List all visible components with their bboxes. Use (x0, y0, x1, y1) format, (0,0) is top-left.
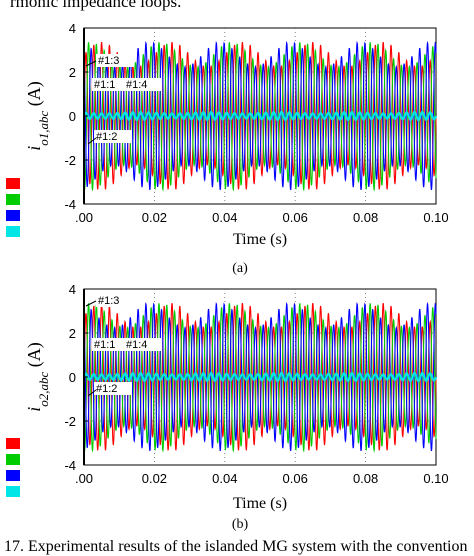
series-line-2 (83, 42, 437, 192)
y-axis-label-main: i (24, 407, 44, 412)
annotation-box (96, 54, 134, 67)
y-tick-label: -2 (64, 153, 76, 168)
y-axis-label-unit: (A) (24, 342, 45, 372)
annotation-label: #1:3 (98, 55, 119, 67)
x-tick-label: 0.04 (212, 210, 237, 225)
y-axis-label-unit: (A) (24, 81, 45, 111)
y-tick-label: 2 (69, 65, 76, 80)
annotation-label: #1:3 (98, 295, 119, 307)
page-header-text: rmonic impedance loops. (10, 0, 182, 11)
annotation-label: #1:2 (96, 131, 117, 143)
y-axis-label-sub: o1,abc (36, 111, 51, 146)
annotation-label: #1:2 (96, 383, 117, 395)
annotation-box (96, 294, 134, 307)
legend-swatch (6, 470, 20, 481)
legend-swatch (6, 194, 20, 205)
legend-swatch (6, 454, 20, 465)
x-tick-label: 0.08 (353, 210, 378, 225)
x-axis-label: Time (s) (233, 231, 287, 248)
annotation-box (92, 338, 162, 351)
x-tick-label: 0.02 (142, 210, 167, 225)
annotation-leader (85, 60, 97, 67)
y-axis-label-main: i (24, 146, 44, 151)
y-tick-label: 0 (69, 109, 76, 124)
legend-swatch (6, 178, 20, 189)
y-axis-label: io2,abc (A) (24, 342, 51, 412)
y-axis-label: io1,abc (A) (24, 81, 51, 151)
series-line-2 (83, 303, 437, 453)
annotation-box (94, 382, 132, 395)
y-tick-label: -4 (64, 197, 76, 212)
y-tick-label: 4 (69, 21, 76, 36)
y-tick-label: 2 (69, 326, 76, 341)
panel-label: (a) (232, 261, 248, 276)
y-axis-label-sub: o2,abc (36, 372, 51, 407)
x-tick-label: 0.04 (212, 471, 237, 486)
panel-label: (b) (232, 517, 249, 532)
x-tick-label: 0.06 (283, 210, 308, 225)
series-line-3 (83, 301, 437, 452)
y-tick-label: -4 (64, 458, 76, 473)
series-line-3 (83, 40, 437, 191)
annotation-label: #1:1 (94, 339, 115, 351)
annotation-leader (87, 137, 97, 145)
figure-caption: 17. Experimental results of the islanded… (4, 538, 468, 555)
x-tick-label: 0.06 (283, 471, 308, 486)
x-axis-label: Time (s) (233, 495, 287, 512)
legend-swatch (6, 486, 20, 497)
x-tick-label: 0.02 (142, 471, 167, 486)
x-tick-label: 0.08 (353, 471, 378, 486)
annotation-label: #1:4 (126, 339, 147, 351)
legend-swatch (6, 438, 20, 449)
x-tick-label: 0.10 (423, 471, 448, 486)
legend-swatch (6, 210, 20, 221)
y-tick-label: 4 (69, 282, 76, 297)
y-tick-label: 0 (69, 370, 76, 385)
series-line-4 (82, 371, 438, 383)
x-tick-label: .00 (75, 471, 93, 486)
annotation-label: #1:4 (126, 79, 147, 91)
annotation-leader (87, 389, 97, 397)
x-tick-label: .00 (75, 210, 93, 225)
x-tick-label: 0.10 (423, 210, 448, 225)
series-line-4 (82, 110, 438, 122)
annotation-label: #1:1 (94, 79, 115, 91)
y-tick-label: -2 (64, 414, 76, 429)
legend-swatch (6, 226, 20, 237)
annotation-box (92, 78, 162, 91)
annotation-box (94, 130, 132, 143)
annotation-leader (85, 300, 97, 307)
